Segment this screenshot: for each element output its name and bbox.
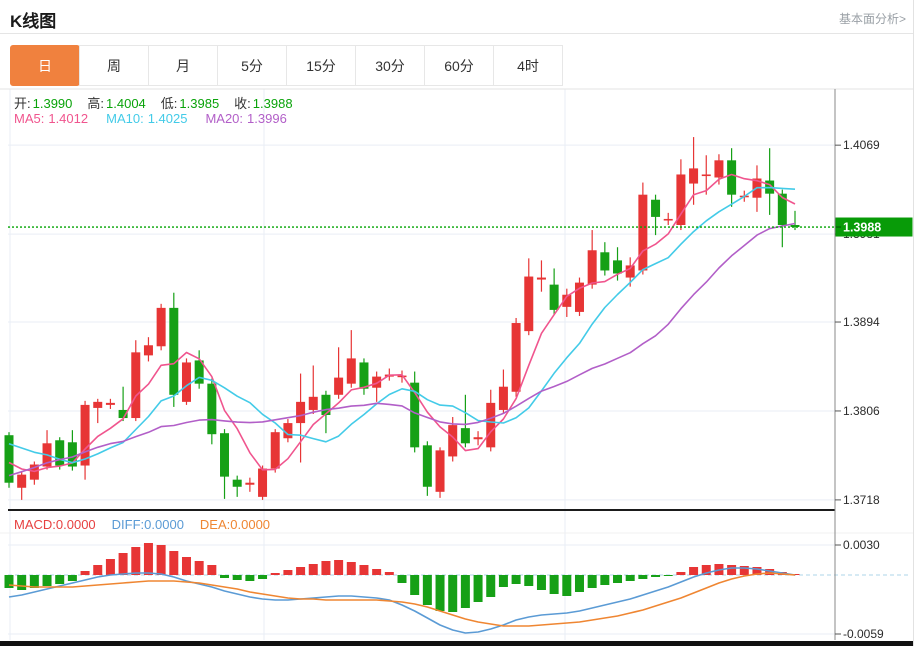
macd-bar: MACD:0.0000 DIFF:0.0000 DEA:0.0000 <box>14 517 270 532</box>
price-axis-labels: 1.40691.39811.38941.38061.37180.0030-0.0… <box>835 138 884 641</box>
svg-text:-0.0059: -0.0059 <box>843 627 884 641</box>
period-tabs: 日周月 5分 15分 30分 60分 4时 <box>10 45 563 86</box>
svg-text:1.3718: 1.3718 <box>843 493 880 507</box>
diff-line <box>8 567 796 634</box>
tab-4hour[interactable]: 4时 <box>493 45 563 86</box>
ma5-line <box>8 173 796 473</box>
svg-text:1.4069: 1.4069 <box>843 138 880 152</box>
page-title: K线图 <box>10 12 57 31</box>
widget-header: K线图 基本面分析> <box>0 0 913 34</box>
tab-5min[interactable]: 5分 <box>217 45 287 86</box>
macd-panel <box>4 543 800 634</box>
ma10-value: 1.4025 <box>147 111 188 126</box>
open-value: 1.3990 <box>32 96 73 111</box>
dea-label: DEA: <box>199 517 231 532</box>
ma20-line <box>8 222 796 477</box>
macd-label: MACD: <box>14 517 56 532</box>
current-price-badge: 1.3988 <box>835 217 913 237</box>
svg-text:1.3806: 1.3806 <box>843 404 880 418</box>
bottom-scroll-border <box>0 641 913 646</box>
dea-value: 0.0000 <box>230 517 271 532</box>
high-value: 1.4004 <box>106 96 146 111</box>
ohlc-bar: 开: 1.3990 高: 1.4004 低: 1.3985 收: 1.3988 <box>14 93 308 112</box>
ma20-label: MA20: <box>205 111 244 126</box>
low-label: 低: <box>160 96 178 111</box>
close-value: 1.3988 <box>252 96 293 111</box>
svg-text:1.3894: 1.3894 <box>843 315 880 329</box>
ma5-value: 1.4012 <box>48 111 89 126</box>
close-label: 收: <box>234 96 251 111</box>
main-price-panel <box>4 137 800 500</box>
svg-text:1.3988: 1.3988 <box>843 221 881 235</box>
low-value: 1.3985 <box>179 96 220 111</box>
tab-60min[interactable]: 60分 <box>424 45 494 86</box>
diff-label: DIFF: <box>111 517 145 532</box>
ma5-label: MA5: <box>14 111 45 126</box>
svg-text:0.0030: 0.0030 <box>843 538 880 552</box>
fundamental-analysis-link[interactable]: 基本面分析> <box>838 12 906 26</box>
dea-line <box>8 572 796 627</box>
macd-value: 0.0000 <box>55 517 96 532</box>
ma20-value: 1.3996 <box>247 111 287 126</box>
ma10-label: MA10: <box>106 111 144 126</box>
tab-15min[interactable]: 15分 <box>286 45 356 86</box>
open-label: 开: <box>14 96 31 111</box>
ma-bar: MA5: 1.4012 MA10: 1.4025 MA20: 1.3996 <box>14 111 287 126</box>
tab-month[interactable]: 月 <box>148 45 218 86</box>
tab-day[interactable]: 日 <box>10 45 80 86</box>
ma10-line <box>8 186 796 464</box>
high-label: 高: <box>87 96 105 111</box>
tab-30min[interactable]: 30分 <box>355 45 425 86</box>
diff-value: 0.0000 <box>144 517 184 532</box>
tab-week[interactable]: 周 <box>79 45 149 86</box>
